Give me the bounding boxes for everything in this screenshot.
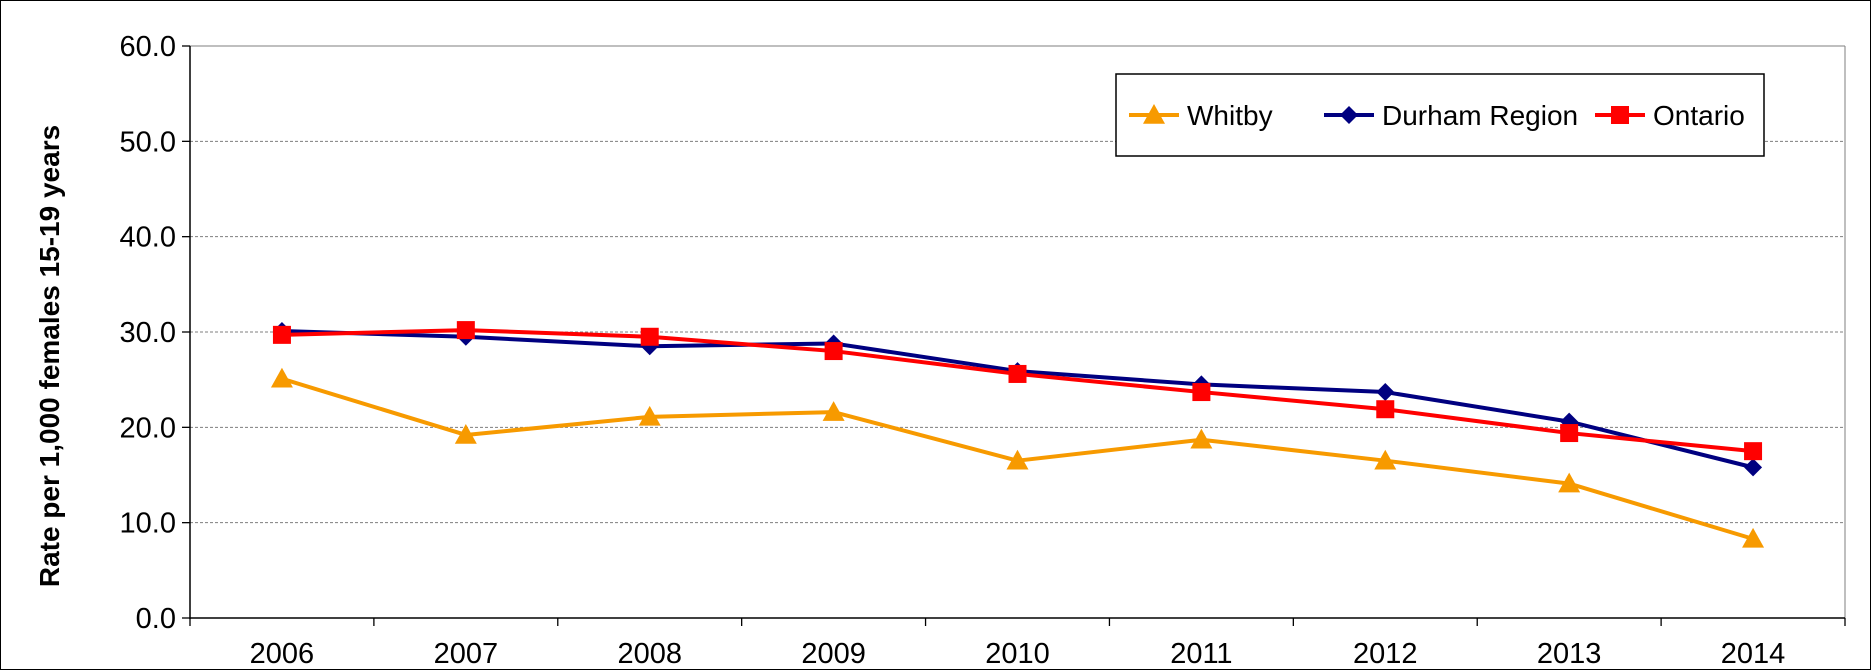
x-tick-label: 2012 <box>1353 638 1418 669</box>
x-tick-label: 2006 <box>250 638 315 669</box>
legend-entry-durham-region: Durham Region <box>1324 100 1578 131</box>
x-tick-label: 2014 <box>1721 638 1786 669</box>
data-point-whitby <box>1374 449 1397 470</box>
legend-entry-whitby: Whitby <box>1129 100 1273 131</box>
x-tick-label: 2011 <box>1170 638 1232 669</box>
series-line-durham-region <box>281 329 1754 470</box>
y-tick-label: 50.0 <box>120 126 176 158</box>
y-tick-label: 10.0 <box>120 508 176 540</box>
legend-marker-whitby <box>1143 104 1165 124</box>
x-tick-label: 2013 <box>1537 638 1602 669</box>
data-point-ontario <box>1192 383 1211 402</box>
data-point-durham-region <box>1744 458 1763 477</box>
x-tick-label: 2007 <box>434 638 499 669</box>
data-point-ontario <box>272 325 291 344</box>
data-point-ontario <box>824 342 843 361</box>
y-axis-title: Rate per 1,000 females 15-19 years <box>34 125 65 587</box>
legend: Whitby Durham Region Ontario <box>1115 73 1765 157</box>
legend-label-durham-region: Durham Region <box>1382 100 1578 131</box>
data-point-ontario <box>1376 400 1395 419</box>
data-point-whitby <box>822 401 845 421</box>
y-tick-label: 30.0 <box>120 317 176 349</box>
legend-box <box>1115 73 1765 157</box>
legend-entry-ontario: Ontario <box>1595 100 1745 131</box>
data-point-whitby <box>454 423 477 444</box>
y-tick-label: 20.0 <box>120 412 176 444</box>
series-whitby <box>270 367 1765 548</box>
data-point-whitby <box>1006 449 1029 470</box>
data-point-ontario <box>1560 424 1579 443</box>
x-tick-label: 2008 <box>617 638 682 669</box>
data-point-whitby <box>270 367 293 388</box>
x-tick-label: 2009 <box>801 638 866 669</box>
legend-marker-durham-region <box>1340 106 1358 124</box>
y-tick-label: 0.0 <box>136 603 176 635</box>
legend-marker-ontario <box>1611 106 1629 124</box>
x-tick-label: 2010 <box>985 638 1050 669</box>
data-point-ontario <box>640 327 659 346</box>
legend-label-whitby: Whitby <box>1187 100 1273 131</box>
y-tick-label: 60.0 <box>120 31 176 63</box>
data-point-ontario <box>456 321 475 340</box>
data-point-ontario <box>1008 364 1027 383</box>
data-point-whitby <box>1742 527 1765 548</box>
series-group <box>270 321 1765 548</box>
data-point-durham-region <box>1376 383 1395 402</box>
data-point-whitby <box>1190 428 1213 449</box>
axes: 0.0 10.0 20.0 30.0 40.0 50.0 60.0 2006 2007 2008 2… <box>120 31 1846 669</box>
y-tick-label: 40.0 <box>120 222 176 254</box>
data-point-whitby <box>638 405 661 426</box>
data-point-whitby <box>1558 472 1581 493</box>
legend-label-ontario: Ontario <box>1653 100 1745 131</box>
series-ontario <box>272 321 1763 461</box>
data-point-ontario <box>1744 442 1763 461</box>
